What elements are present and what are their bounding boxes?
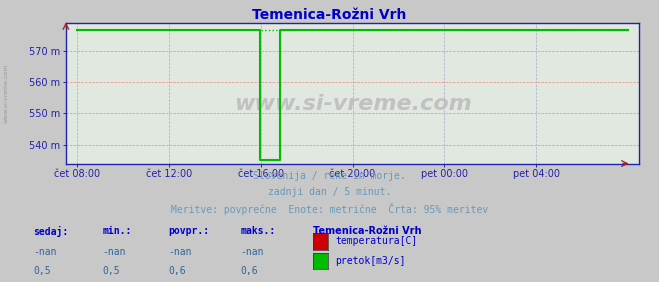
Text: maks.:: maks.: — [241, 226, 275, 235]
Text: min.:: min.: — [102, 226, 132, 235]
Text: Meritve: povprečne  Enote: metrične  Črta: 95% meritev: Meritve: povprečne Enote: metrične Črta:… — [171, 203, 488, 215]
Text: www.si-vreme.com: www.si-vreme.com — [234, 94, 471, 114]
Text: 0,6: 0,6 — [241, 266, 258, 276]
Text: temperatura[C]: temperatura[C] — [335, 236, 418, 246]
Text: Slovenija / reke in morje.: Slovenija / reke in morje. — [253, 171, 406, 180]
Text: -nan: -nan — [168, 247, 192, 257]
Text: 0,5: 0,5 — [33, 266, 51, 276]
Text: 0,5: 0,5 — [102, 266, 120, 276]
Text: www.si-vreme.com: www.si-vreme.com — [3, 63, 9, 123]
Text: 0,6: 0,6 — [168, 266, 186, 276]
Text: -nan: -nan — [33, 247, 57, 257]
Text: -nan: -nan — [102, 247, 126, 257]
Text: -nan: -nan — [241, 247, 264, 257]
Text: Temenica-Rožni Vrh: Temenica-Rožni Vrh — [313, 226, 422, 235]
Text: pretok[m3/s]: pretok[m3/s] — [335, 256, 406, 266]
Text: povpr.:: povpr.: — [168, 226, 209, 235]
Text: zadnji dan / 5 minut.: zadnji dan / 5 minut. — [268, 187, 391, 197]
Text: Temenica-Rožni Vrh: Temenica-Rožni Vrh — [252, 8, 407, 23]
Text: sedaj:: sedaj: — [33, 226, 68, 237]
